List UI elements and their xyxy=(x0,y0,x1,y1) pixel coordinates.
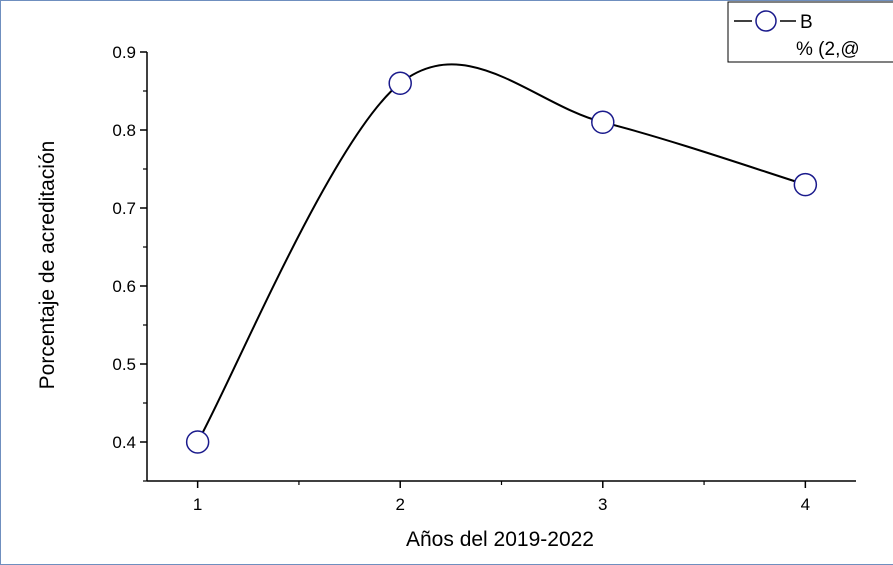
x-tick-label-0: 1 xyxy=(193,495,202,514)
data-point-4 xyxy=(793,172,818,197)
y-tick-label-0: 0.4 xyxy=(112,433,136,452)
x-tick-label-2: 3 xyxy=(598,495,607,514)
series-layer xyxy=(185,63,818,454)
legend-second-line: % (2,@ xyxy=(796,39,860,60)
legend-series-label: B xyxy=(800,12,813,33)
y-tick-label-2: 0.6 xyxy=(112,277,136,296)
y-tick-label-3: 0.7 xyxy=(112,199,136,218)
series-line-0 xyxy=(196,63,806,443)
legend-box xyxy=(727,1,893,63)
data-point-2 xyxy=(388,71,412,95)
y-axis-title: Porcentaje de acreditación xyxy=(36,141,59,390)
y-tick-label-4: 0.8 xyxy=(112,121,136,140)
x-tick-label-1: 2 xyxy=(395,495,404,514)
x-axis-title: Años del 2019-2022 xyxy=(406,528,594,551)
legend-marker-icon xyxy=(755,10,777,32)
y-tick-label-5: 0.9 xyxy=(112,43,136,62)
axis-ticks: 0.4 0.5 0.6 0.7 0.8 0.9 1 2 3 4 xyxy=(112,43,810,514)
data-point-3 xyxy=(591,110,615,134)
y-tick-label-1: 0.5 xyxy=(112,355,136,374)
x-tick-label-3: 4 xyxy=(801,495,810,514)
axes xyxy=(146,52,856,482)
legend: B % (2,@ xyxy=(727,1,893,63)
data-point-1 xyxy=(185,430,210,454)
